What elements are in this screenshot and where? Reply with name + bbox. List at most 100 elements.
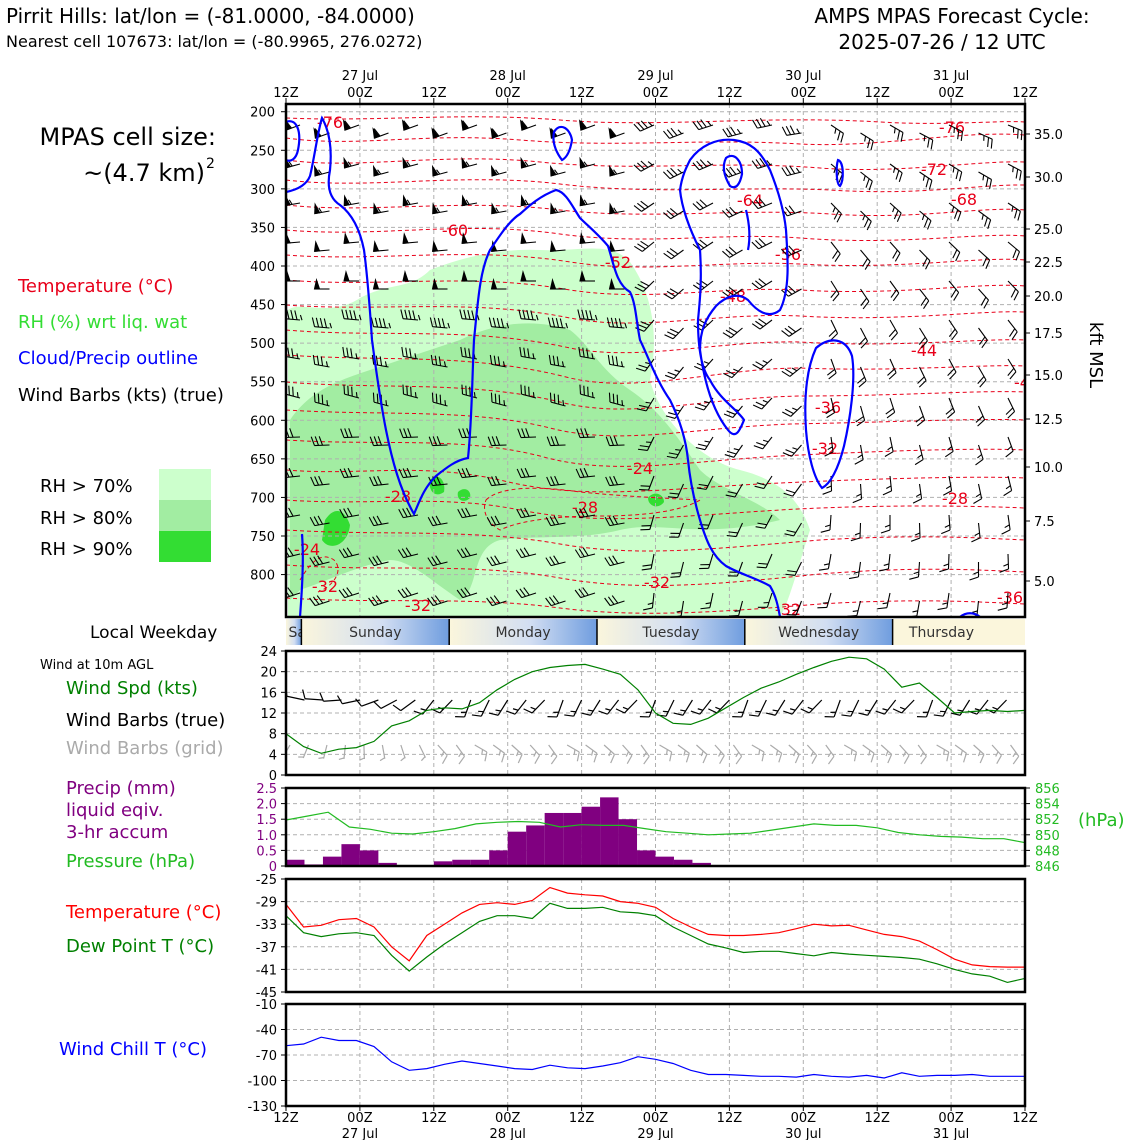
wind-barb (579, 232, 596, 244)
wind-barb (634, 240, 655, 252)
wind-barb (695, 436, 714, 451)
wind-barb (751, 157, 773, 169)
wind-barb (520, 232, 537, 244)
wind-barb (579, 269, 595, 282)
wind-barb-grid (917, 744, 927, 765)
precip-bar (673, 859, 693, 866)
wind-barb (427, 555, 448, 567)
wind-barb-grid (548, 744, 558, 765)
wind-barb-grid (298, 744, 310, 759)
wind-barb (1007, 202, 1021, 221)
wind-barb (605, 475, 625, 487)
precip-bar (470, 859, 490, 866)
wind-barb (310, 475, 330, 487)
wind-barb (667, 483, 685, 499)
wind-barb (696, 475, 714, 490)
wind-barb-grid (899, 744, 910, 764)
wind-barb (487, 475, 507, 487)
wind-barb (663, 208, 684, 220)
wind-barb (608, 127, 625, 139)
legend-wind-speed: Wind Spd (kts) (66, 678, 198, 699)
cloud-outline (552, 125, 574, 162)
wind-barb (662, 167, 684, 180)
temperature-contour-label: -4 (1014, 373, 1030, 392)
wind-barb (398, 467, 419, 479)
wind-barb (1003, 475, 1013, 497)
y-tick-label: -41 (256, 963, 277, 978)
cloud-outline (678, 138, 789, 436)
wind-barb-grid (455, 744, 465, 765)
wind-barb (520, 156, 537, 169)
wind-barb (725, 483, 743, 498)
kft-tick-label: 25.0 (1034, 223, 1063, 238)
weekday-band (301, 619, 450, 645)
right-y-tick-label: 846 (1035, 860, 1060, 875)
pressure-tick-label: 700 (250, 491, 275, 506)
right-y-tick-label: 852 (1035, 813, 1060, 828)
legend-rh70: RH > 70% (40, 476, 133, 497)
pressure-tick-label: 550 (250, 376, 275, 391)
legend-rh80: RH > 80% (40, 508, 133, 529)
wind-barb (515, 547, 537, 559)
wind-barb (606, 317, 628, 329)
wind-barb (431, 277, 448, 290)
isotherm (286, 354, 1025, 384)
weekday-name: Sunday (349, 625, 401, 641)
weekday-band (286, 619, 302, 645)
wind-barb (850, 522, 862, 542)
wind-barb (848, 561, 862, 580)
bottom-date-label: 31 Jul (933, 1127, 969, 1140)
wind-barb (545, 595, 566, 607)
wind-barb (402, 232, 419, 244)
wind-barb (402, 269, 418, 282)
wind-barb-grid (696, 744, 708, 764)
wind-barb-true (373, 699, 398, 709)
isotherm (286, 133, 1025, 146)
isotherm (484, 487, 702, 531)
precip-bar (600, 797, 619, 866)
swatch-rh90 (159, 531, 211, 562)
rh90-area-3 (457, 489, 471, 501)
wind-barb (549, 277, 566, 290)
wind-barb (490, 277, 507, 290)
wind-barb-grid (492, 744, 506, 763)
wind-barb (578, 346, 596, 360)
wind-barb (313, 164, 330, 177)
temperature-contour-label: -76 (939, 118, 965, 137)
y-tick-label: 0 (269, 769, 277, 784)
wind-barb-true (841, 699, 860, 717)
bottom-date-label: 28 Jul (490, 1127, 526, 1140)
wind-barb (978, 327, 988, 349)
precip-bar (581, 806, 601, 866)
isotherm (286, 227, 1025, 241)
wind-barb (663, 248, 684, 260)
wind-barb (997, 592, 1009, 611)
wind-barb-true (581, 699, 601, 716)
wind-barb (948, 124, 964, 142)
legend-temperature: Temperature (°C) (17, 276, 173, 297)
wind-barb-true (824, 699, 841, 718)
wind-barb (429, 317, 451, 329)
wind-barb (858, 327, 869, 349)
precip-bar (544, 812, 564, 866)
wind-barb (313, 240, 330, 252)
wind-barb (519, 119, 537, 131)
wind-barb-grid (806, 744, 818, 764)
wind-barb (1007, 124, 1023, 141)
temperature-contour-label: -60 (442, 221, 468, 240)
wind-barb (549, 164, 566, 177)
wind-barb (546, 475, 566, 487)
wind-barb (1007, 280, 1019, 301)
temperature-panel-frame (284, 877, 1027, 994)
legend-wind-chill: Wind Chill T (°C) (59, 1039, 207, 1060)
temperature-contour-label: -28 (572, 498, 598, 517)
wind-barb (579, 194, 596, 207)
wind-barb (520, 384, 537, 399)
dewpoint-line (286, 902, 1025, 984)
temperature-contour-label: -32 (312, 577, 338, 596)
top-time-label: 12Z (569, 86, 595, 101)
wind-barb (431, 392, 448, 407)
wind-barb-grid (788, 744, 800, 764)
temperature-contour-label: -24 (294, 540, 320, 559)
